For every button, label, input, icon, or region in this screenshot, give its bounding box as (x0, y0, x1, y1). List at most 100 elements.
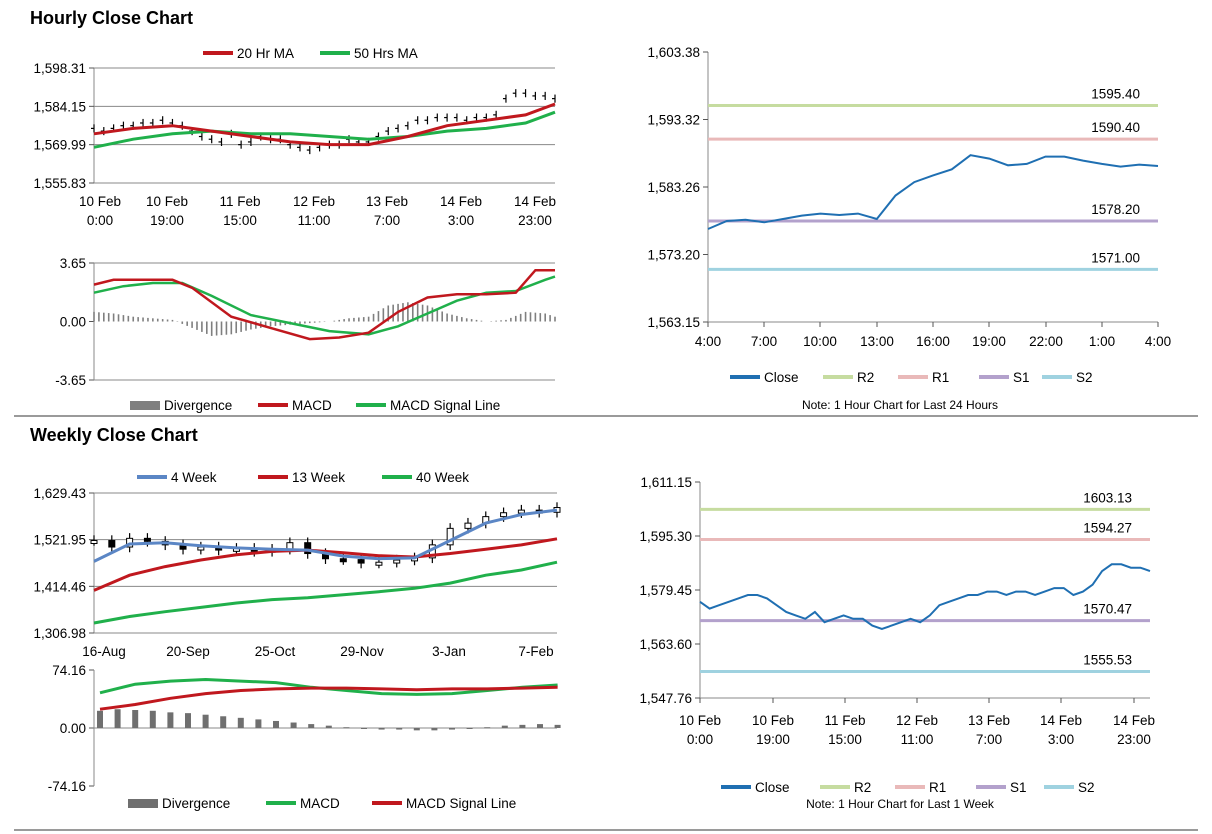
legend-40week-label: 40 Week (416, 470, 469, 485)
legend-macd-label: MACD (292, 398, 332, 413)
x-tick-label: 11:00 (298, 213, 331, 228)
x-tick-label: 3:00 (1048, 732, 1074, 747)
y-tick-label: 1,595.30 (639, 529, 692, 544)
level-s1-label: 1578.20 (1091, 202, 1140, 217)
x-tick-label: 25-Oct (255, 644, 296, 659)
level-r2-label: 1603.13 (1083, 490, 1132, 505)
divergence-bar (501, 725, 508, 728)
divergence-bar (466, 728, 473, 729)
legend-divergence-label: Divergence (162, 796, 230, 811)
divergence-bar (185, 713, 191, 728)
y-tick-label: 1,555.83 (33, 176, 86, 191)
x-tick-label: 14 Feb (1113, 713, 1155, 728)
y-tick-label: 1,306.98 (33, 626, 86, 641)
divergence-bar (290, 722, 297, 728)
x-tick-label: 14 Feb (440, 194, 482, 209)
divergence-bar (167, 712, 174, 728)
legend-close-label: Close (764, 370, 799, 385)
macd-line (93, 268, 555, 341)
legend-r2-label: R2 (854, 780, 871, 795)
section-divider (14, 415, 1198, 417)
weekly-section-title: Weekly Close Chart (30, 425, 198, 445)
legend-s2-label: S2 (1076, 370, 1093, 385)
y-tick-label: 1,598.31 (33, 61, 86, 76)
y-tick-label: -74.16 (48, 779, 86, 794)
legend-r1-label: R1 (932, 370, 949, 385)
x-tick-label: 4:00 (1145, 334, 1171, 349)
candle-body (197, 546, 205, 551)
x-tick-label: 29-Nov (340, 644, 384, 659)
y-tick-label: 1,584.15 (33, 99, 86, 114)
divergence-bar (378, 728, 385, 730)
y-tick-label: 1,579.45 (639, 583, 692, 598)
x-tick-label: 10 Feb (146, 194, 188, 209)
legend-s1-label: S1 (1010, 780, 1027, 795)
x-tick-label: 11 Feb (219, 194, 260, 209)
y-tick-label: 1,593.32 (647, 113, 700, 128)
legend-s2-label: S2 (1078, 780, 1095, 795)
x-tick-label: 0:00 (687, 732, 713, 747)
y-tick-label: 1,569.99 (33, 138, 86, 153)
divergence-bar (308, 724, 315, 728)
x-tick-label: 1:00 (1089, 334, 1115, 349)
legend-ma20-label: 20 Hr MA (237, 46, 294, 61)
chart-note: Note: 1 Hour Chart for Last 1 Week (806, 797, 995, 811)
x-tick-label: 20-Sep (166, 644, 210, 659)
legend-r2-label: R2 (857, 370, 874, 385)
x-tick-label: 0:00 (87, 213, 113, 228)
x-tick-label: 23:00 (518, 213, 552, 228)
y-tick-label: 1,603.38 (647, 45, 700, 60)
week13-line (93, 537, 558, 592)
x-tick-label: 19:00 (756, 732, 790, 747)
x-tick-label: 13 Feb (968, 713, 1010, 728)
legend-4week-label: 4 Week (171, 470, 217, 485)
level-r1-label: 1594.27 (1083, 521, 1132, 536)
x-tick-label: 12 Feb (293, 194, 335, 209)
x-tick-label: 7-Feb (518, 644, 553, 659)
divergence-bar (361, 728, 367, 729)
divergence-bar (237, 717, 244, 728)
legend-divergence-swatch (128, 799, 158, 808)
macd-signal-line (93, 275, 556, 336)
legend-macd-signal-label: MACD Signal Line (406, 796, 516, 811)
legend-divergence-label: Divergence (164, 398, 232, 413)
x-tick-label: 10 Feb (79, 194, 121, 209)
ma50-line (93, 110, 556, 149)
x-tick-label: 7:00 (374, 213, 400, 228)
candle-body (304, 542, 312, 555)
candle-body (357, 559, 365, 564)
legend-s1-label: S1 (1013, 370, 1030, 385)
ma20-line (93, 102, 556, 147)
candle-body (108, 540, 116, 548)
y-tick-label: 1,547.76 (639, 691, 692, 706)
divergence-bar (97, 710, 103, 728)
candle-body (90, 540, 98, 545)
x-tick-label: 11 Feb (824, 713, 865, 728)
divergence-bar (537, 724, 543, 728)
y-tick-label: 1,629.43 (33, 486, 86, 501)
divergence-bar (413, 728, 420, 731)
legend-r1-label: R1 (929, 780, 946, 795)
x-tick-label: 15:00 (223, 213, 257, 228)
divergence-bar (114, 709, 121, 728)
macd-signal-line (99, 685, 558, 711)
level-s1-label: 1570.47 (1083, 602, 1132, 617)
y-tick-label: 3.65 (60, 256, 86, 271)
divergence-bar (484, 727, 491, 729)
candle-body (464, 522, 472, 529)
x-tick-label: 13:00 (860, 334, 894, 349)
divergence-bar (132, 710, 139, 728)
x-tick-label: 7:00 (976, 732, 1002, 747)
candle-body (143, 537, 151, 542)
x-tick-label: 19:00 (972, 334, 1006, 349)
divergence-bar (396, 728, 403, 730)
legend-macd-label: MACD (300, 796, 340, 811)
y-tick-label: 1,583.26 (647, 180, 700, 195)
legend-13week-label: 13 Week (292, 470, 345, 485)
hourly-section-title: Hourly Close Chart (30, 8, 194, 28)
candle-body (517, 509, 525, 514)
divergence-bar (202, 714, 209, 728)
y-tick-label: 0.00 (60, 315, 86, 330)
divergence-bar (519, 724, 526, 728)
